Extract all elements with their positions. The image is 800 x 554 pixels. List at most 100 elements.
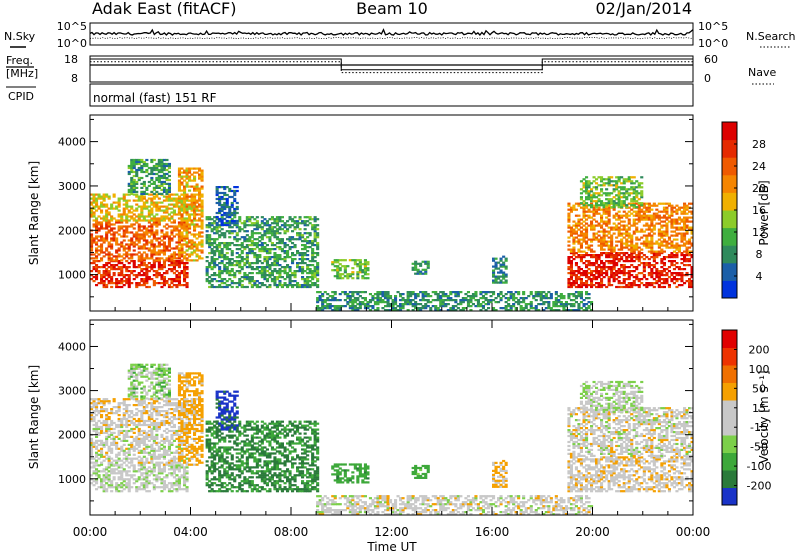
power-cell	[248, 250, 252, 253]
power-cell	[607, 178, 611, 181]
power-cell	[607, 220, 611, 223]
power-cell	[303, 240, 307, 243]
power-cell	[358, 269, 362, 272]
power-cell	[499, 297, 503, 300]
power-cell	[157, 192, 161, 195]
power-cell	[185, 262, 189, 265]
power-cell	[180, 219, 184, 222]
power-cell	[306, 250, 310, 253]
power-cell	[112, 207, 116, 210]
power-cell	[690, 232, 693, 235]
power-cell	[542, 295, 546, 298]
power-cell	[627, 272, 631, 275]
power-cell	[235, 211, 239, 215]
power-cell	[283, 250, 287, 253]
power-cell	[650, 274, 654, 277]
power-cell	[582, 254, 586, 257]
velocity-cell	[132, 466, 136, 469]
colorbar-segment	[722, 262, 737, 281]
power-cell	[255, 268, 259, 271]
power-cell	[162, 278, 166, 281]
power-cell	[263, 224, 267, 227]
power-cell	[361, 263, 365, 266]
power-cell	[177, 237, 181, 240]
power-cell	[185, 257, 189, 260]
power-cell	[567, 248, 571, 251]
power-cell	[512, 297, 516, 300]
power-cell	[660, 230, 664, 233]
power-cell	[346, 295, 350, 298]
power-cell	[577, 218, 581, 221]
power-cell	[386, 297, 390, 300]
power-cell	[657, 272, 661, 275]
power-cell	[90, 241, 94, 244]
power-cell	[439, 291, 443, 294]
power-cell	[657, 230, 661, 233]
power-cell	[165, 197, 169, 200]
power-cell	[316, 280, 320, 283]
power-cell	[162, 172, 166, 176]
power-cell	[132, 270, 136, 273]
power-cell	[632, 266, 636, 269]
power-cell	[258, 272, 262, 275]
power-cell	[167, 195, 171, 198]
power-cell	[612, 188, 616, 191]
power-cell	[650, 276, 654, 279]
power-cell	[218, 203, 222, 207]
power-cell	[655, 262, 659, 265]
power-cell	[157, 170, 161, 174]
power-cell	[270, 218, 274, 221]
power-cell	[157, 217, 161, 220]
power-cell	[358, 259, 362, 262]
power-cell	[620, 182, 624, 185]
power-cell	[690, 202, 693, 205]
power-cell	[610, 268, 614, 271]
power-cell	[185, 173, 189, 176]
power-cell	[572, 220, 576, 223]
power-cell	[265, 274, 269, 277]
power-cell	[655, 216, 659, 219]
power-cell	[645, 264, 649, 267]
power-cell	[233, 260, 237, 263]
power-cell	[157, 272, 161, 275]
power-cell	[645, 208, 649, 211]
power-cell	[512, 293, 516, 296]
power-cell	[316, 268, 320, 271]
power-cell	[577, 276, 581, 279]
power-cell	[250, 232, 254, 235]
power-cell	[595, 282, 599, 285]
power-cell	[137, 225, 141, 228]
power-cell	[677, 274, 681, 277]
power-cell	[434, 291, 438, 294]
power-cell	[235, 252, 239, 255]
power-cell	[657, 232, 661, 235]
power-cell	[190, 197, 194, 200]
power-cell	[650, 256, 654, 259]
power-cell	[585, 272, 589, 275]
power-cell	[585, 266, 589, 269]
power-cell	[280, 220, 284, 223]
power-cell	[675, 285, 679, 289]
power-cell	[130, 239, 134, 242]
power-cell	[220, 186, 224, 189]
power-cell	[650, 238, 654, 241]
power-cell	[147, 172, 151, 176]
power-cell	[677, 232, 681, 235]
power-cell	[590, 228, 594, 231]
power-cell	[228, 187, 232, 191]
power-cell	[338, 305, 342, 308]
power-cell	[193, 217, 197, 220]
power-cell	[105, 284, 109, 287]
power-cell	[142, 170, 146, 174]
power-cell	[238, 228, 242, 231]
power-cell	[499, 257, 503, 260]
power-cell	[607, 284, 611, 287]
power-cell	[260, 234, 264, 237]
power-cell	[627, 232, 631, 235]
power-cell	[250, 242, 254, 245]
power-cell	[165, 211, 169, 214]
power-cell	[652, 260, 656, 263]
power-cell	[627, 278, 631, 281]
power-cell	[632, 284, 636, 287]
power-cell	[230, 195, 234, 199]
